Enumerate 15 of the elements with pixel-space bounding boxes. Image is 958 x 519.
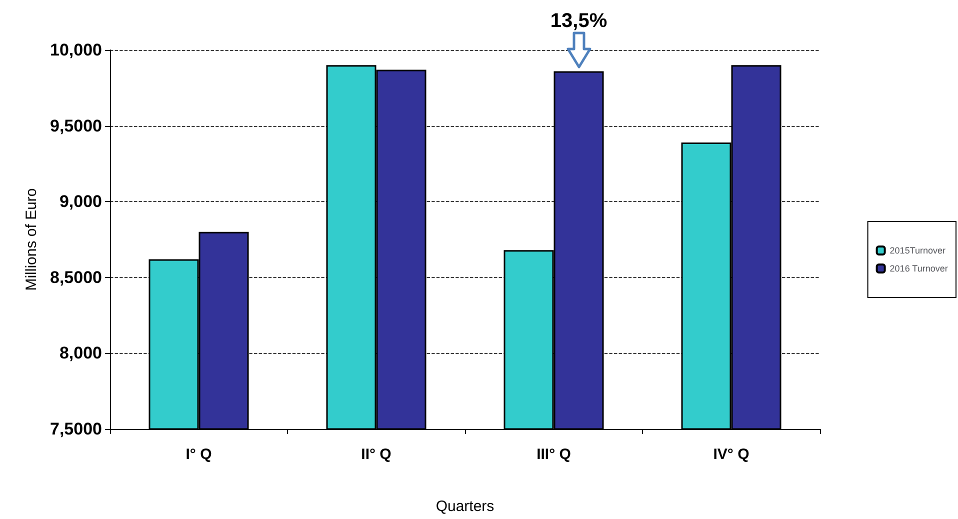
legend-label: 2015Turnover <box>890 246 946 256</box>
legend-label: 2016 Turnover <box>890 264 948 274</box>
y-tick-label: 10,000 <box>50 40 102 60</box>
annotation: 13,5% <box>550 10 608 32</box>
y-tick-label: 7,5000 <box>50 420 102 438</box>
y-axis-title: Millions of Euro <box>23 188 40 291</box>
x-axis-title: Quarters <box>436 498 494 515</box>
y-tick-label: 8,000 <box>59 344 102 363</box>
y-tick-label: 9,5000 <box>50 116 102 136</box>
y-tick-label: 8,5000 <box>50 268 102 287</box>
x-tick-label: IV° Q <box>713 446 750 463</box>
x-tick-label: III° Q <box>536 446 572 463</box>
y-tick-label: 9,000 <box>59 192 102 212</box>
x-tick-label: I° Q <box>186 446 212 463</box>
x-tick-label: II° Q <box>361 446 392 463</box>
